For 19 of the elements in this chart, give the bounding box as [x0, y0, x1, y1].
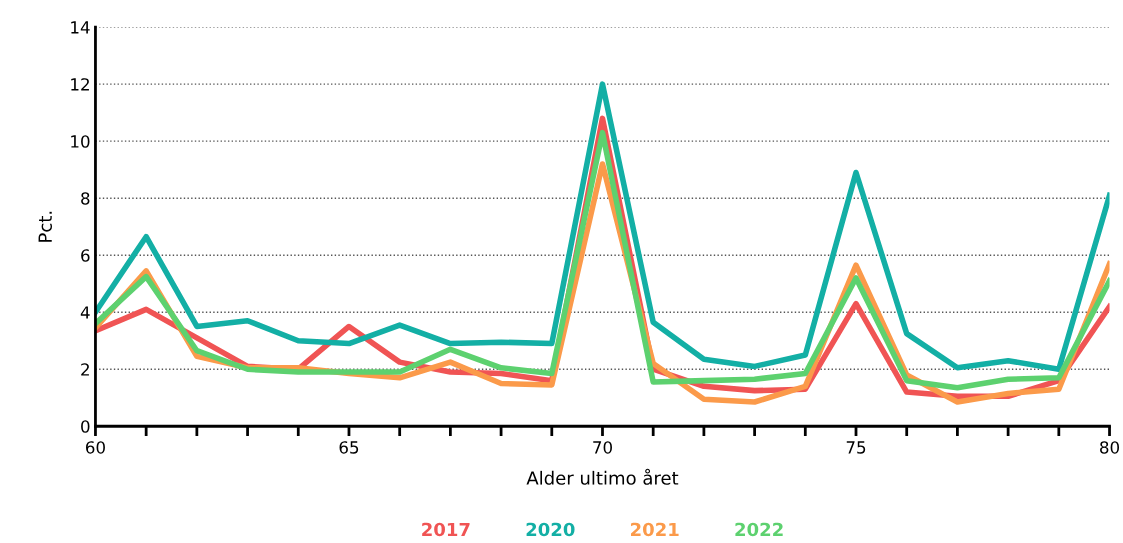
x-tick-label: 60 — [86, 441, 105, 454]
y-tick-label: 14 — [71, 21, 90, 34]
y-tick-label: 10 — [71, 135, 90, 148]
x-tick-label: 70 — [593, 441, 612, 454]
y-tick-label: 0 — [81, 420, 90, 433]
y-tick-label: 8 — [81, 192, 90, 205]
y-tick-label: 2 — [81, 363, 89, 376]
y-axis-title: Pct. — [38, 211, 52, 242]
x-tick-label: 80 — [1100, 441, 1120, 454]
x-tick-label: 65 — [339, 441, 359, 454]
y-tick-label: 6 — [81, 249, 90, 262]
text: 2021 — [631, 522, 679, 537]
text: 2017 — [422, 522, 470, 537]
y-tick-label: 12 — [71, 78, 89, 91]
text: 2020 — [526, 522, 575, 537]
x-tick-label: 75 — [846, 441, 866, 454]
x-axis-title: Alder ultimo året — [526, 468, 679, 485]
y-tick-label: 4 — [80, 306, 90, 319]
text: 2022 — [735, 522, 783, 537]
